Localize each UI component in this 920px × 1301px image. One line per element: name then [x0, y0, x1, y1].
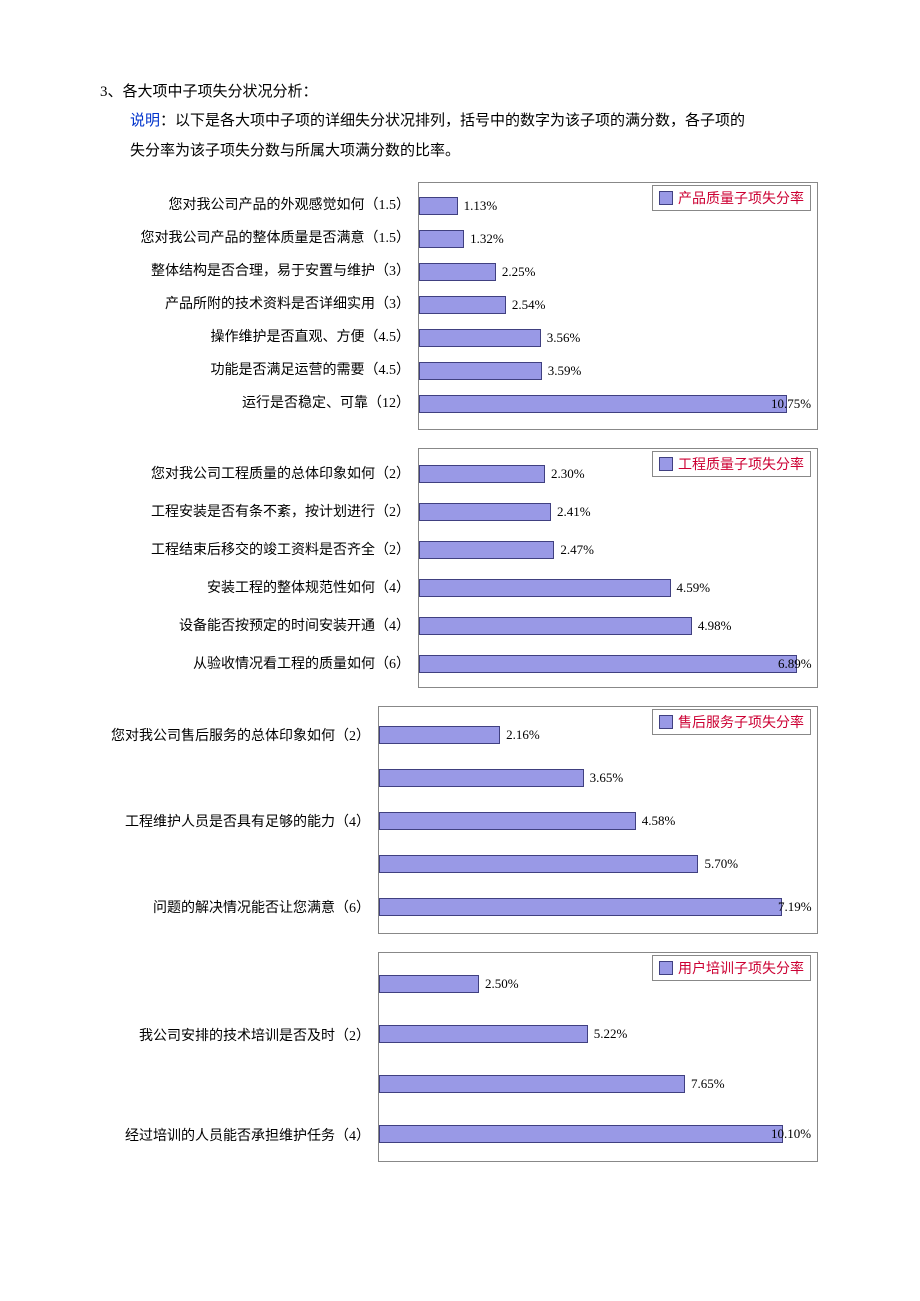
chart3-value-1: 3.65%: [590, 770, 624, 786]
chart3-label-2: 工程维护人员是否具有足够的能力（4）: [30, 792, 378, 835]
chart2-value-5: 6.89%: [778, 656, 812, 672]
chart1-value-0: 1.13%: [464, 198, 498, 214]
chart3-legend-text: 售后服务子项失分率: [678, 712, 804, 732]
chart2-label-2: 工程结束后移交的竣工资料是否齐全（2）: [30, 524, 418, 562]
chart2-bar-1: [419, 503, 551, 521]
chart1-legend-text: 产品质量子项失分率: [678, 188, 804, 208]
chart2-label-4: 设备能否按预定的时间安装开通（4）: [30, 600, 418, 638]
chart1-plot: 1.13% 1.32% 2.25% 2.54% 3.56% 3.59% 10.75% 产品质量…: [418, 182, 818, 430]
chart2-block: 您对我公司工程质量的总体印象如何（2）工程安装是否有条不紊，按计划进行（2）工程…: [30, 448, 890, 688]
chart2-value-2: 2.47%: [560, 542, 594, 558]
chart2-value-0: 2.30%: [551, 466, 585, 482]
chart4-value-0: 2.50%: [485, 976, 519, 992]
chart1-block: 您对我公司产品的外观感觉如何（1.5）您对我公司产品的整体质量是否满意（1.5）…: [30, 182, 890, 430]
chart3-legend: 售后服务子项失分率: [652, 709, 811, 735]
chart1-bar-2: [419, 263, 496, 281]
chart3-labels: 您对我公司售后服务的总体印象如何（2） 工程维护人员是否具有足够的能力（4） 问题的…: [30, 706, 378, 921]
chart2-label-5: 从验收情况看工程的质量如何（6）: [30, 638, 418, 676]
chart4-bar-2: [379, 1075, 685, 1093]
chart3-block: 您对我公司售后服务的总体印象如何（2） 工程维护人员是否具有足够的能力（4） 问题的…: [30, 706, 890, 934]
chart1-label-2: 整体结构是否合理，易于安置与维护（3）: [30, 248, 418, 281]
chart4-label-3: 经过培训的人员能否承担维护任务（4）: [30, 1102, 378, 1152]
chart2-label-1: 工程安装是否有条不紊，按计划进行（2）: [30, 486, 418, 524]
chart2-bar-5: [419, 655, 797, 673]
chart2-labels: 您对我公司工程质量的总体印象如何（2）工程安装是否有条不紊，按计划进行（2）工程…: [30, 448, 418, 676]
chart3-label-0: 您对我公司售后服务的总体印象如何（2）: [30, 706, 378, 749]
chart1-label-5: 功能是否满足运营的需要（4.5）: [30, 347, 418, 380]
chart1-bar-0: [419, 197, 458, 215]
chart2-bar-3: [419, 579, 671, 597]
chart2-bar-4: [419, 617, 692, 635]
chart4-bar-3: [379, 1125, 783, 1143]
note-line-1: 说明：以下是各大项中子项的详细失分状况排列，括号中的数字为该子项的满分数，各子项…: [130, 109, 890, 135]
chart4-block: 我公司安排的技术培训是否及时（2）经过培训的人员能否承担维护任务（4）2.50%…: [30, 952, 890, 1162]
chart2-plot: 2.30% 2.41% 2.47% 4.59% 4.98% 6.89% 工程质量子项失分率: [418, 448, 818, 688]
chart2-value-4: 4.98%: [698, 618, 732, 634]
chart2-legend-text: 工程质量子项失分率: [678, 454, 804, 474]
chart1-value-3: 2.54%: [512, 297, 546, 313]
chart1-bar-1: [419, 230, 464, 248]
note-colon: ：: [160, 113, 175, 129]
chart1-label-3: 产品所附的技术资料是否详细实用（3）: [30, 281, 418, 314]
chart1-labels: 您对我公司产品的外观感觉如何（1.5）您对我公司产品的整体质量是否满意（1.5）…: [30, 182, 418, 413]
chart2-bar-2: [419, 541, 554, 559]
chart4-legend: 用户培训子项失分率: [652, 955, 811, 981]
chart4-labels: 我公司安排的技术培训是否及时（2） 经过培训的人员能否承担维护任务（4）: [30, 952, 378, 1152]
chart1-value-5: 3.59%: [548, 363, 582, 379]
chart4-bar-0: [379, 975, 479, 993]
chart3-value-2: 4.58%: [642, 813, 676, 829]
chart3-bar-4: [379, 898, 782, 916]
chart1-value-1: 1.32%: [470, 231, 504, 247]
chart3-label-3: [30, 835, 378, 878]
chart1-bar-6: [419, 395, 787, 413]
chart4-legend-swatch: [659, 961, 673, 975]
chart1-bar-3: [419, 296, 506, 314]
chart4-label-2: [30, 1052, 378, 1102]
chart1-legend: 产品质量子项失分率: [652, 185, 811, 211]
chart4-legend-text: 用户培训子项失分率: [678, 958, 804, 978]
section-heading: 3、各大项中子项失分状况分析：: [100, 80, 890, 101]
note-text-1: 以下是各大项中子项的详细失分状况排列，括号中的数字为该子项的满分数，各子项的: [175, 113, 745, 129]
chart2-bar-0: [419, 465, 545, 483]
chart1-label-6: 运行是否稳定、可靠（12）: [30, 380, 418, 413]
chart1-legend-swatch: [659, 191, 673, 205]
chart3-legend-swatch: [659, 715, 673, 729]
chart3-bar-3: [379, 855, 698, 873]
chart2-label-3: 安装工程的整体规范性如何（4）: [30, 562, 418, 600]
chart3-plot: 2.16% 3.65% 4.58% 5.70% 7.19% 售后服务子项失分率: [378, 706, 818, 934]
chart2-legend: 工程质量子项失分率: [652, 451, 811, 477]
chart1-label-4: 操作维护是否直观、方便（4.5）: [30, 314, 418, 347]
chart3-bar-2: [379, 812, 636, 830]
chart1-bar-4: [419, 329, 541, 347]
chart1-label-1: 您对我公司产品的整体质量是否满意（1.5）: [30, 215, 418, 248]
chart1-label-0: 您对我公司产品的外观感觉如何（1.5）: [30, 182, 418, 215]
chart1-value-4: 3.56%: [547, 330, 581, 346]
chart2-value-1: 2.41%: [557, 504, 591, 520]
chart4-plot: 2.50% 5.22% 7.65% 10.10% 用户培训子项失分率: [378, 952, 818, 1162]
chart1-bar-5: [419, 362, 542, 380]
chart3-value-0: 2.16%: [506, 727, 540, 743]
chart3-bar-1: [379, 769, 584, 787]
chart3-bar-0: [379, 726, 500, 744]
chart3-label-4: 问题的解决情况能否让您满意（6）: [30, 878, 378, 921]
chart4-value-1: 5.22%: [594, 1026, 628, 1042]
chart4-label-1: 我公司安排的技术培训是否及时（2）: [30, 1002, 378, 1052]
note-label: 说明: [130, 113, 160, 129]
page-container: 3、各大项中子项失分状况分析： 说明：以下是各大项中子项的详细失分状况排列，括号…: [0, 0, 920, 1202]
chart3-value-3: 5.70%: [704, 856, 738, 872]
chart3-value-4: 7.19%: [778, 899, 812, 915]
note-line-2: 失分率为该子项失分数与所属大项满分数的比率。: [130, 139, 890, 165]
chart1-value-2: 2.25%: [502, 264, 536, 280]
charts-host: 您对我公司产品的外观感觉如何（1.5）您对我公司产品的整体质量是否满意（1.5）…: [30, 182, 890, 1162]
chart1-value-6: 10.75%: [771, 396, 811, 412]
chart2-legend-swatch: [659, 457, 673, 471]
chart4-label-0: [30, 952, 378, 1002]
chart4-value-2: 7.65%: [691, 1076, 725, 1092]
chart4-value-3: 10.10%: [771, 1126, 811, 1142]
chart4-bar-1: [379, 1025, 588, 1043]
chart2-value-3: 4.59%: [677, 580, 711, 596]
chart2-label-0: 您对我公司工程质量的总体印象如何（2）: [30, 448, 418, 486]
chart3-label-1: [30, 749, 378, 792]
